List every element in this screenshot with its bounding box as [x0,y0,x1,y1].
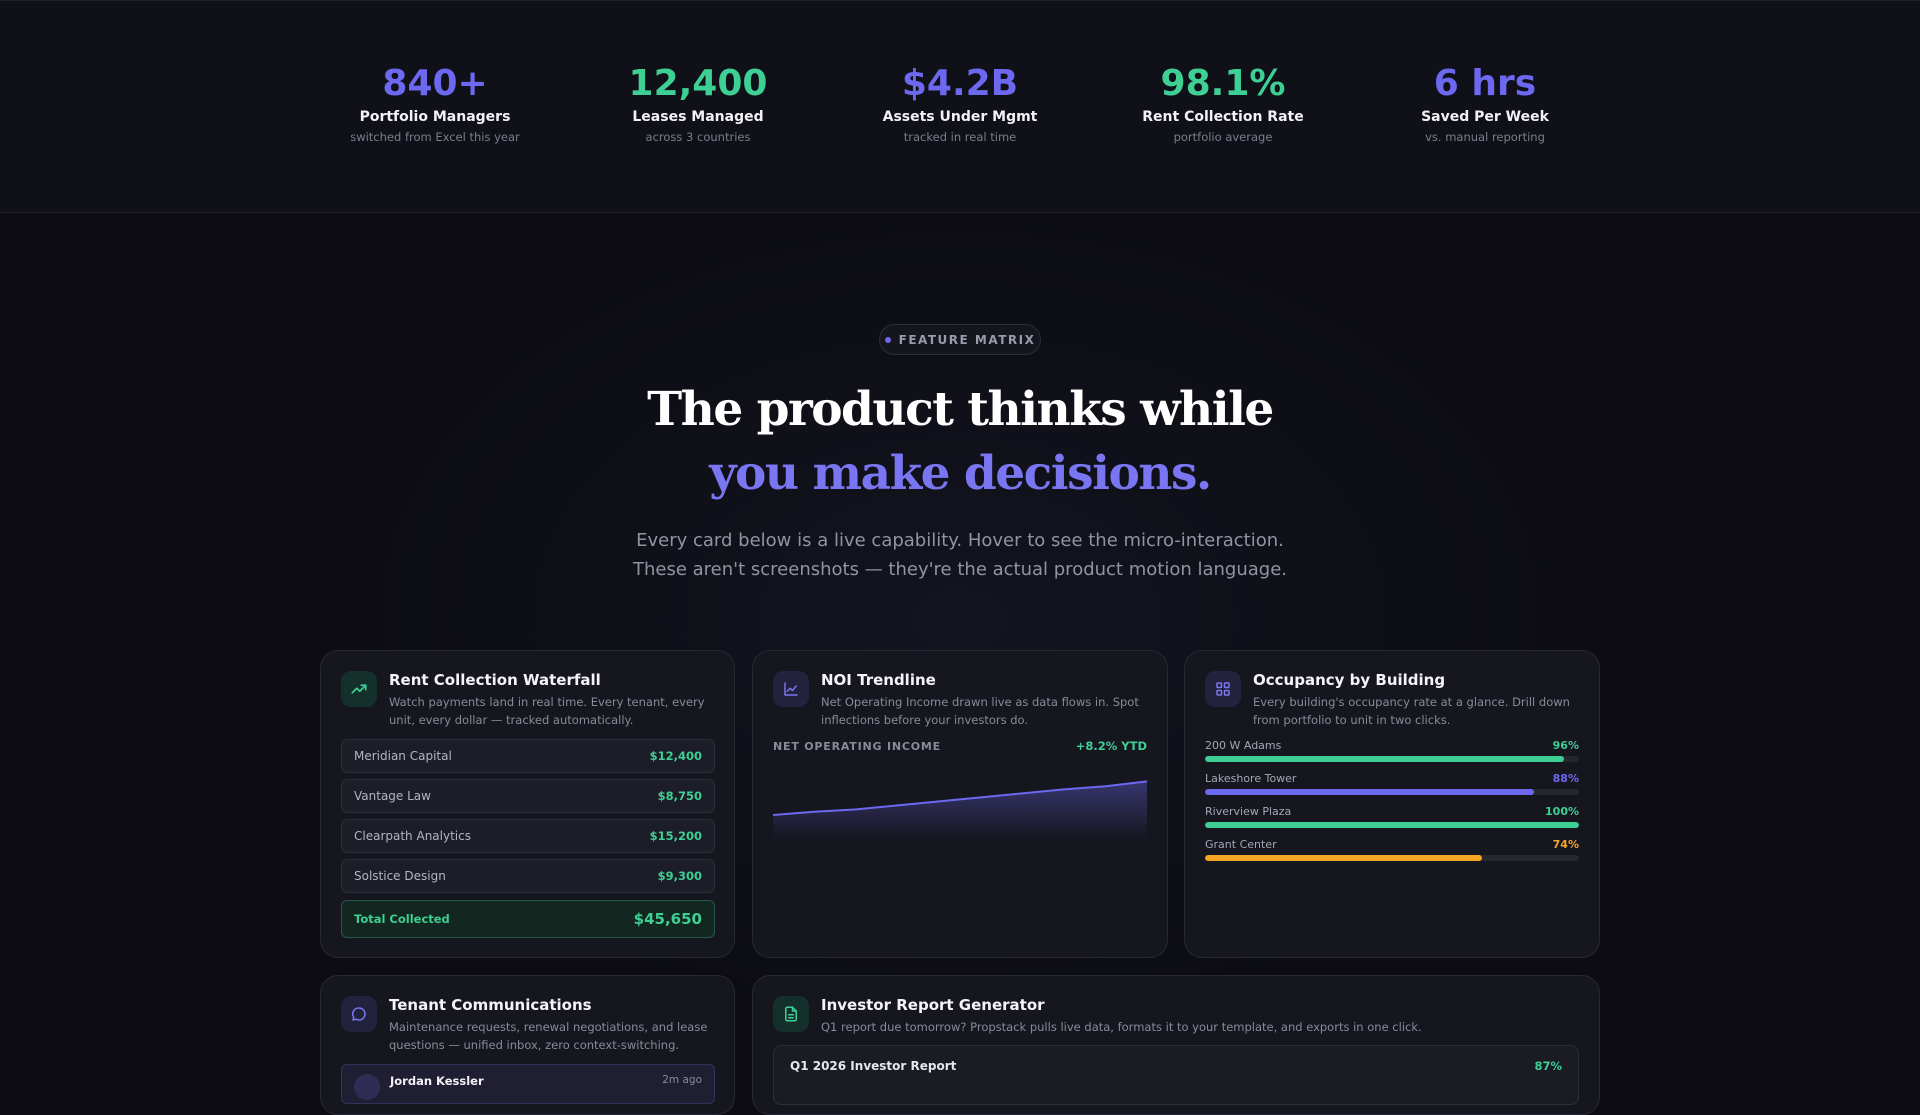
card-rent-collection-waterfall[interactable]: Rent Collection Waterfall Watch payments… [320,650,735,958]
list-item[interactable]: Meridian Capital $12,400 [341,739,715,773]
tenant-name: Solstice Design [354,869,446,883]
ytd-change-badge: +8.2% YTD [1075,739,1147,753]
card-desc: Maintenance requests, renewal negotiatio… [389,1020,708,1052]
sender-name: Jordan Kessler [390,1074,484,1088]
line-chart-icon [773,671,809,707]
occupancy-bar-fill [1205,822,1579,828]
stat-sub: portfolio average [1173,130,1273,144]
list-item[interactable]: Vantage Law $8,750 [341,779,715,813]
headline-line-1: The product thinks while [647,382,1274,437]
occupancy-row[interactable]: Grant Center 74% [1205,838,1579,866]
stat-label: Saved Per Week [1421,109,1549,125]
total-label: Total Collected [354,912,450,926]
badge-text: FEATURE MATRIX [898,332,1036,347]
card-title: Occupancy by Building [1253,671,1446,689]
card-tenant-communications[interactable]: Tenant Communications Maintenance reques… [320,975,735,1115]
card-desc: Net Operating Income drawn live as data … [821,695,1139,727]
stat-portfolio-managers: 840+ Portfolio Managers switched from Ex… [315,61,555,144]
stat-value: 6 hrs [1433,63,1537,104]
occupancy-bar-fill [1205,855,1482,861]
hero-subhead: Every card below is a live capability. H… [460,526,1460,584]
tenant-name: Clearpath Analytics [354,829,471,843]
occupancy-bar-track [1205,789,1579,795]
tenant-amount: $8,750 [657,789,702,803]
card-title: NOI Trendline [821,671,936,689]
occupancy-percent: 74% [1552,838,1579,851]
noi-chart [773,780,1147,839]
headline-line-2: you make decisions. [709,446,1212,501]
tenant-amount: $9,300 [657,869,702,883]
list-item[interactable]: Solstice Design $9,300 [341,859,715,893]
total-amount: $45,650 [633,910,702,928]
building-name: Riverview Plaza [1205,805,1292,818]
noi-series-line [773,780,1147,816]
card-desc: Watch payments land in real time. Every … [389,695,705,727]
stat-value: $4.2B [901,63,1019,104]
stat-rent-collection-rate: 98.1% Rent Collection Rate portfolio ave… [1103,61,1343,144]
total-collected-row: Total Collected $45,650 [341,900,715,938]
card-desc: Every building's occupancy rate at a gla… [1253,695,1570,727]
subhead-line-2: These aren't screenshots — they're the a… [633,559,1287,580]
occupancy-percent: 88% [1552,772,1579,785]
stat-assets-under-mgmt: $4.2B Assets Under Mgmt tracked in real … [840,61,1080,144]
card-investor-report-generator[interactable]: Investor Report Generator Q1 report due … [752,975,1600,1115]
tenant-amount: $12,400 [649,749,702,763]
stat-sub: tracked in real time [903,130,1017,144]
occupancy-bar-fill [1205,756,1565,762]
grid-icon [1205,671,1241,707]
stat-saved-per-week: 6 hrs Saved Per Week vs. manual reportin… [1365,61,1605,144]
message-bubble-icon [341,996,377,1032]
stat-label: Leases Managed [632,109,764,125]
report-title: Q1 2026 Investor Report [790,1059,957,1073]
stat-leases-managed: 12,400 Leases Managed across 3 countries [578,61,818,144]
stat-value: 840+ [382,63,488,104]
card-title: Tenant Communications [389,996,592,1014]
occupancy-bar-track [1205,756,1579,762]
noi-area-fill [773,781,1147,839]
chart-title: NET OPERATING INCOME [773,740,941,753]
card-desc: Q1 report due tomorrow? Propstack pulls … [821,1020,1422,1034]
occupancy-bar-track [1205,822,1579,828]
stat-label: Rent Collection Rate [1142,109,1304,125]
occupancy-bar-track [1205,855,1579,861]
stat-sub: vs. manual reporting [1425,130,1545,144]
report-percent: 87% [1534,1059,1562,1073]
stat-value: 12,400 [628,63,768,104]
stat-label: Portfolio Managers [359,109,511,125]
stat-value: 98.1% [1160,63,1286,104]
occupancy-row[interactable]: Lakeshore Tower 88% [1205,772,1579,800]
tenant-name: Meridian Capital [354,749,452,763]
card-title: Investor Report Generator [821,996,1045,1014]
tenant-name: Vantage Law [354,789,431,803]
tenant-amount: $15,200 [649,829,702,843]
stat-sub: switched from Excel this year [350,130,520,144]
document-icon [773,996,809,1032]
list-item[interactable]: Clearpath Analytics $15,200 [341,819,715,853]
occupancy-percent: 96% [1552,739,1579,752]
stat-sub: across 3 countries [645,130,751,144]
stat-label: Assets Under Mgmt [882,109,1038,125]
trending-up-icon [341,671,377,707]
occupancy-row[interactable]: 200 W Adams 96% [1205,739,1579,767]
occupancy-bar-fill [1205,789,1535,795]
card-title: Rent Collection Waterfall [389,671,601,689]
occupancy-row[interactable]: Riverview Plaza 100% [1205,805,1579,833]
stats-band: 840+ Portfolio Managers switched from Ex… [0,0,1920,213]
building-name: Grant Center [1205,838,1277,851]
message-item[interactable]: Jordan Kessler 2m ago [341,1064,715,1104]
occupancy-percent: 100% [1545,805,1579,818]
feature-matrix-badge: FEATURE MATRIX [879,324,1041,355]
card-noi-trendline[interactable]: NOI Trendline Net Operating Income drawn… [752,650,1168,958]
subhead-line-1: Every card below is a live capability. H… [636,530,1284,551]
badge-dot-icon [884,336,891,343]
report-progress-box[interactable]: Q1 2026 Investor Report 87% [773,1045,1579,1105]
page-title: The product thinks while you make decisi… [460,378,1460,506]
message-time: 2m ago [662,1074,702,1086]
card-occupancy-by-building[interactable]: Occupancy by Building Every building's o… [1184,650,1600,958]
building-name: 200 W Adams [1205,739,1282,752]
avatar [354,1074,380,1100]
building-name: Lakeshore Tower [1205,772,1297,785]
